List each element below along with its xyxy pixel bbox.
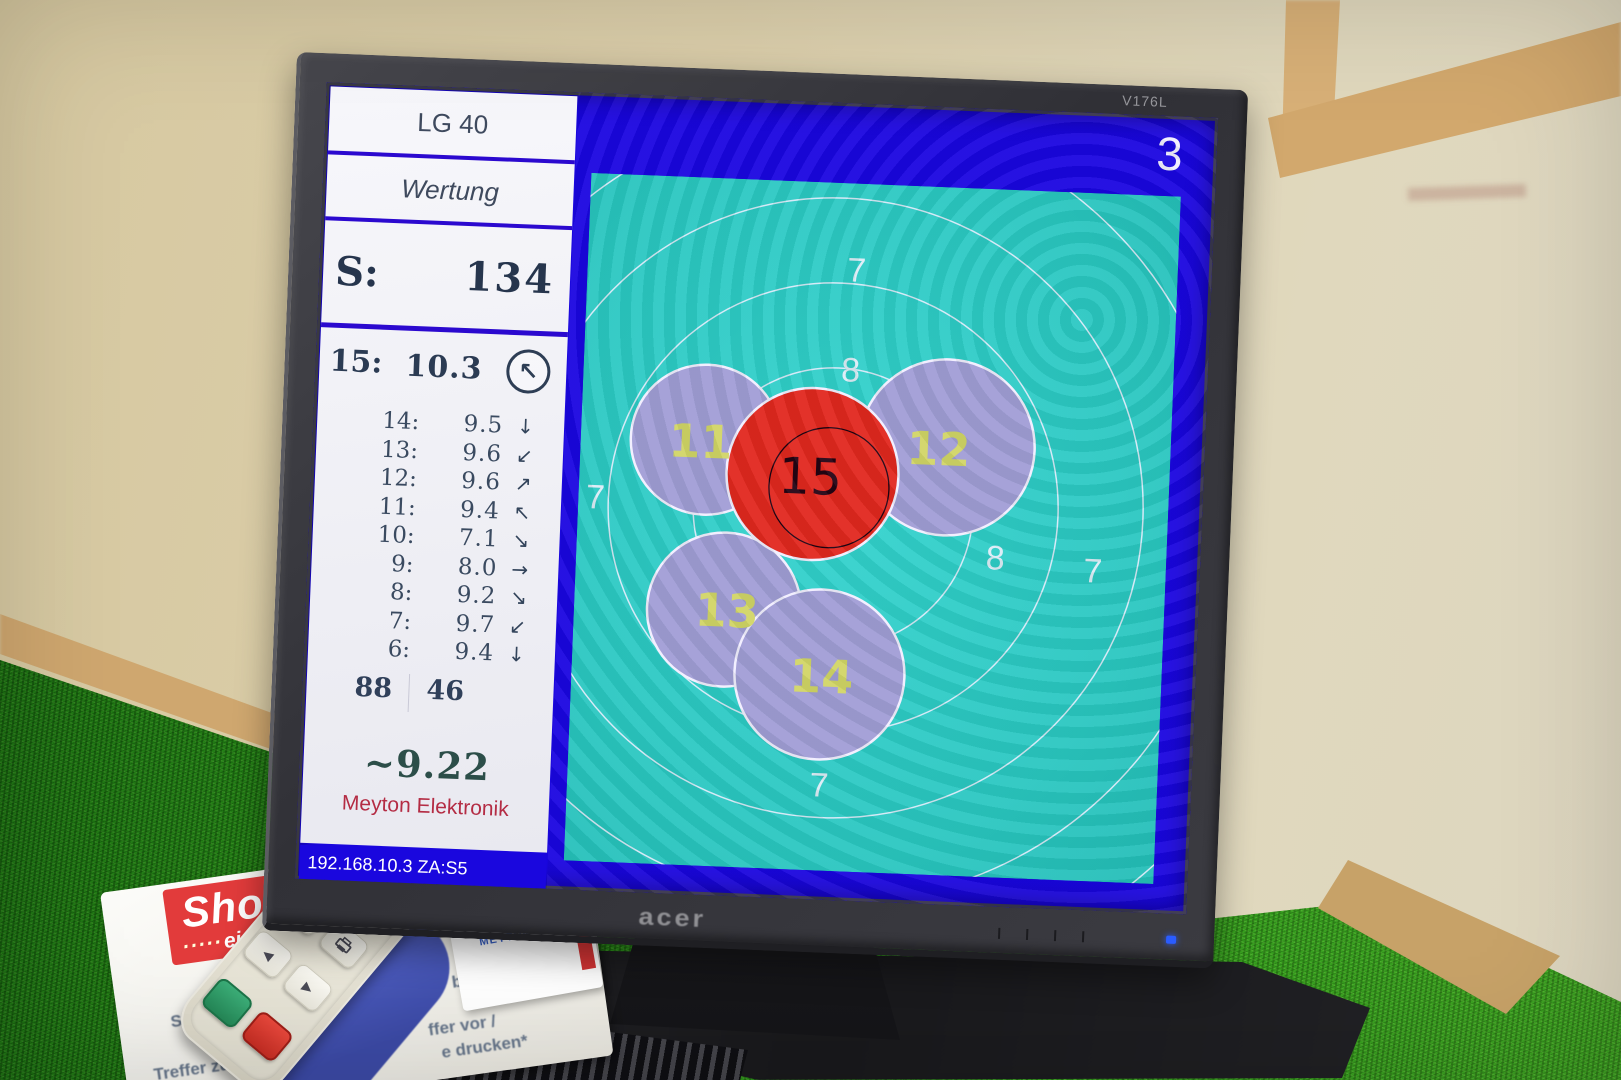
score-panel: LG 40 Wertung S: 134 15: 10.3 ↖ 14: 9.5 ↓ … <box>300 86 578 853</box>
shot-label-14: 14 <box>788 648 854 705</box>
latest-shot-row: 15: 10.3 ↖ <box>318 327 568 407</box>
shot-label-12: 12 <box>906 421 972 478</box>
series-totals-row: 88 46 <box>305 669 554 723</box>
shot-value: 9.5 <box>463 410 504 439</box>
series-divider <box>407 673 411 712</box>
shot-number: 13: <box>380 436 419 464</box>
bezel-button-notch[interactable] <box>1081 931 1085 943</box>
shot-value: 8.0 <box>457 553 498 581</box>
latest-shot-number: 15: <box>328 343 384 381</box>
shot-number: 9: <box>390 550 415 578</box>
monitor-model-label: V176L <box>1121 92 1169 110</box>
ring-label: 7 <box>809 766 829 805</box>
total-value: 134 <box>463 252 556 304</box>
bezel-button-notch[interactable] <box>1025 928 1029 941</box>
meyton-score-screen: LG 40 Wertung S: 134 15: 10.3 ↖ 14: 9.5 ↓ … <box>294 82 1219 915</box>
shot-direction-arrow: ↓ <box>516 414 535 439</box>
shot-circles <box>629 358 1036 761</box>
shot-label-15: 15 <box>777 447 843 508</box>
shot-direction-arrow: → <box>510 556 529 582</box>
series-total-second: 46 <box>425 674 465 707</box>
acer-monitor: V176L LG 40 Wertung S: 134 15: 10.3 ↖ <box>261 52 1249 969</box>
shot-number: 14: <box>381 407 420 436</box>
shot-number: 8: <box>389 579 413 607</box>
bezel-button-notch[interactable] <box>997 927 1001 939</box>
shot-number: 7: <box>388 607 412 635</box>
target-svg: 7 8 7 8 7 7 <box>563 172 1181 885</box>
shot-value: 9.4 <box>453 638 495 667</box>
bezel-buttons[interactable] <box>997 927 1085 943</box>
status-bar: 192.168.10.3 ZA:S5 <box>298 844 547 889</box>
printer-icon <box>335 936 353 953</box>
mode-label: Wertung <box>400 173 500 208</box>
ring-labels: 7 8 7 8 7 7 <box>585 251 1103 805</box>
previous-arrow-icon: ◀ <box>259 944 278 963</box>
shot-circle-15-latest <box>725 386 900 562</box>
latest-direction-indicator: ↖ <box>505 348 552 395</box>
print-button[interactable] <box>317 918 371 971</box>
ring-label: 8 <box>840 351 860 390</box>
shot-number: 12: <box>379 464 418 493</box>
shot-list: 14: 9.5 ↓ 13: 9.6 ↙ 12: 9.6 ↗ 11: 9.4 ↖ 10: 7.1 ↘ … <box>308 397 565 671</box>
acer-brand-logo: acer <box>638 902 707 933</box>
shot-direction-arrow: ↙ <box>508 613 527 639</box>
total-score-row: S: 134 <box>321 220 572 332</box>
shot-value: 9.7 <box>455 610 496 638</box>
shot-label-13: 13 <box>694 582 760 639</box>
shot-direction-arrow: ↓ <box>507 641 526 667</box>
shot-circle-14 <box>733 588 906 761</box>
ring-label: 8 <box>985 539 1005 578</box>
shot-direction-arrow: ↗ <box>514 471 533 496</box>
series-total-first: 88 <box>353 671 393 704</box>
bezel-button-notch[interactable] <box>1053 930 1057 942</box>
ring-line <box>563 197 1144 819</box>
series-number: 3 <box>1155 126 1184 181</box>
target-display: 7 8 7 8 7 7 <box>563 172 1181 885</box>
ring-label: 7 <box>846 251 866 290</box>
shot-value: 7.1 <box>458 524 500 553</box>
shot-number: 11: <box>378 493 417 521</box>
shot-labels: 11 12 13 14 15 <box>668 413 972 705</box>
next-arrow-icon: ▶ <box>299 978 317 997</box>
ring-label: 7 <box>1083 552 1103 591</box>
shot-direction-arrow: ↙ <box>515 442 534 468</box>
shot-value: 9.2 <box>456 581 497 610</box>
latest-shot-value: 10.3 <box>404 348 484 387</box>
shot-value: 9.6 <box>461 439 503 468</box>
power-led <box>1165 935 1177 944</box>
shot-direction-arrow: ↘ <box>512 528 530 553</box>
shot-direction-arrow: ↖ <box>513 499 531 525</box>
inner-ring-line <box>768 427 890 549</box>
shot-number: 10: <box>377 521 416 550</box>
shot-direction-arrow: ↘ <box>509 585 528 610</box>
ring-label: 7 <box>585 478 605 517</box>
total-label: S: <box>334 247 380 297</box>
direction-arrow-icon: ↖ <box>517 357 539 386</box>
shot-number: 6: <box>387 636 411 664</box>
shot-value: 9.6 <box>460 467 502 496</box>
average-score: ~9.22 <box>363 739 491 789</box>
shot-value: 9.4 <box>459 496 501 524</box>
discipline-title: LG 40 <box>416 106 489 140</box>
vendor-name: Meyton Elektronik <box>341 790 510 821</box>
shot-label-11: 11 <box>668 413 734 470</box>
